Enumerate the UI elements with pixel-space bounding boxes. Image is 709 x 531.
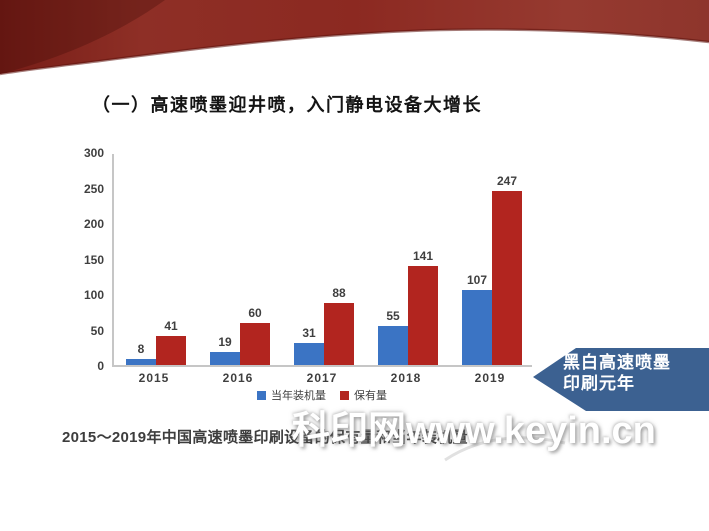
- legend-swatch-icon: [257, 390, 266, 400]
- bar-value-label: 247: [496, 174, 518, 189]
- callout-text: 黑白高速喷墨 印刷元年: [563, 352, 671, 394]
- slide-title: （一）高速喷墨迎井喷，入门静电设备大增长: [92, 95, 482, 115]
- y-tick-label: 250: [83, 181, 104, 196]
- bar-当年装机量-2015: [126, 359, 156, 365]
- legend-item: 当年装机量: [257, 387, 326, 403]
- y-tick-label: 150: [83, 252, 104, 267]
- x-axis-label-2017: 2017: [306, 371, 338, 385]
- bar-value-label: 60: [248, 305, 262, 320]
- callout-line2: 印刷元年: [563, 374, 635, 393]
- y-tick-label: 200: [83, 217, 104, 231]
- bar-value-label: 107: [466, 272, 488, 287]
- x-axis-label-2019: 2019: [474, 371, 506, 385]
- x-axis-label-2015: 2015: [138, 371, 170, 385]
- watermark-swoosh-decoration: [444, 436, 566, 462]
- bar-value-label: 8: [137, 342, 145, 357]
- x-axis-label-2016: 2016: [222, 371, 254, 385]
- legend-item: 保有量: [340, 387, 387, 403]
- chart-legend: 当年装机量 保有量: [112, 387, 532, 403]
- bar-保有量-2019: [492, 191, 522, 365]
- bar-value-label: 55: [386, 309, 400, 324]
- legend-swatch-icon: [340, 390, 349, 400]
- bar-value-label: 141: [412, 248, 434, 263]
- bar-保有量-2015: [156, 336, 186, 365]
- bar-chart-plot-area: 8 41 19 60 31 88 55 141 107 247: [112, 154, 532, 367]
- bar-value-label: 88: [332, 286, 346, 301]
- bar-当年装机量-2017: [294, 343, 324, 365]
- bar-value-label: 19: [218, 334, 232, 349]
- bar-保有量-2018: [408, 265, 438, 365]
- legend-label: 当年装机量: [271, 390, 326, 402]
- chart-caption: 2015～2019年中国高速喷墨印刷设备的保有量和当年装机量: [62, 429, 468, 446]
- bar-value-label: 41: [164, 319, 178, 334]
- bar-value-label: 31: [302, 326, 316, 341]
- bar-当年装机量-2016: [210, 351, 240, 365]
- bar-保有量-2016: [240, 322, 270, 365]
- y-tick-label: 100: [83, 288, 104, 302]
- y-tick-label: 300: [83, 146, 104, 160]
- top-ribbon-decoration: [0, 0, 709, 76]
- callout-arrow-shape: [533, 348, 709, 411]
- bar-当年装机量-2019: [462, 289, 492, 365]
- site-watermark: 科印网www.keyin.cn: [292, 410, 656, 452]
- legend-label: 保有量: [354, 390, 387, 402]
- bar-当年装机量-2018: [378, 326, 408, 365]
- x-axis-label-2018: 2018: [390, 371, 422, 385]
- callout-line1: 黑白高速喷墨: [563, 353, 671, 372]
- y-tick-label: 0: [97, 359, 104, 373]
- bar-保有量-2017: [324, 303, 354, 365]
- y-tick-label: 50: [90, 323, 104, 338]
